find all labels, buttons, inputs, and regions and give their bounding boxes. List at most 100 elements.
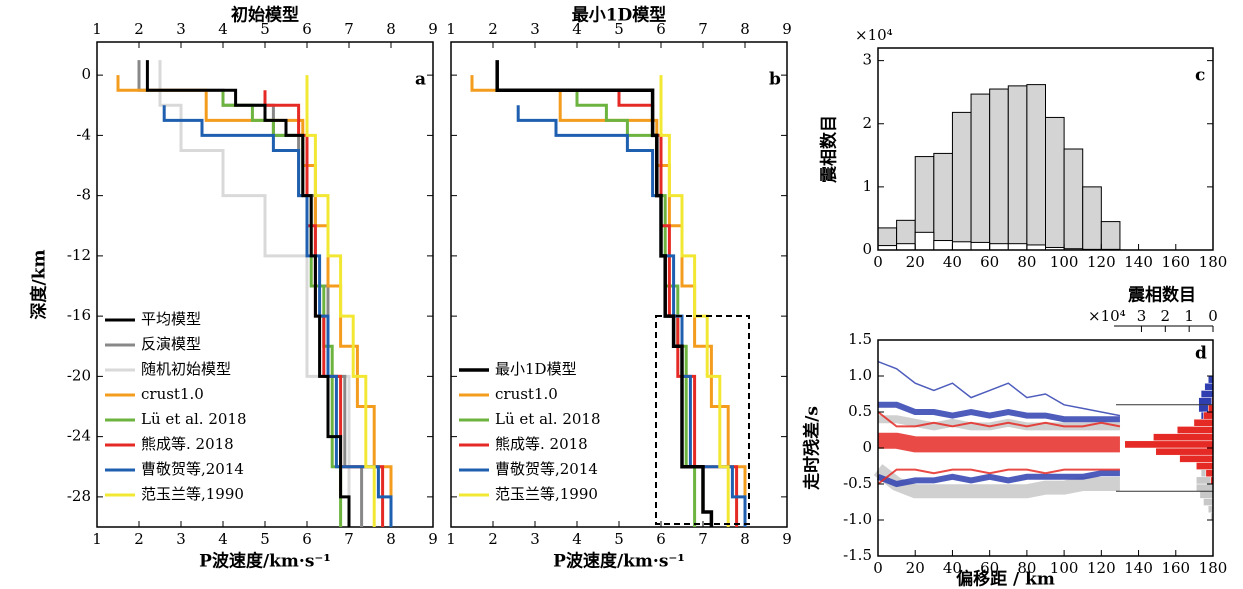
x-tick-label: 5 xyxy=(260,530,270,548)
residual-histogram-bar xyxy=(1205,469,1214,478)
residual-histogram-bar xyxy=(1153,433,1214,442)
y-tick-label: 3 xyxy=(862,51,872,69)
histogram-bar xyxy=(951,111,972,251)
histogram-bar xyxy=(1045,116,1065,251)
x-tick-label: 8 xyxy=(386,530,396,548)
panel-label: c xyxy=(1195,66,1205,86)
histogram-bar xyxy=(1007,243,1028,251)
panel-label: d xyxy=(1195,344,1207,364)
residual-histogram-bar xyxy=(1196,462,1214,470)
x-tick-label: 40 xyxy=(943,253,962,271)
y-tick-label: 0.5 xyxy=(848,402,872,420)
y-tick-label: 0 xyxy=(81,65,91,83)
y-tick-label: -16 xyxy=(67,306,91,324)
x-tick-label: 6 xyxy=(302,530,312,548)
histogram-bar xyxy=(1100,221,1121,251)
legend-label: Lü et al. 2018 xyxy=(495,410,601,428)
x-tick-label-top: 6 xyxy=(656,20,666,38)
histogram-bar xyxy=(933,152,953,251)
y-tick-label: -8 xyxy=(76,186,91,204)
x-tick-label-top: 5 xyxy=(260,20,270,38)
x-tick-label-top: 6 xyxy=(302,20,312,38)
multiplier: ×10⁴ xyxy=(855,26,893,44)
residual-histogram-bar xyxy=(1193,418,1214,427)
histogram-bar xyxy=(914,231,935,251)
x-tick-label: 7 xyxy=(344,530,354,548)
hist-axis-label: 震相数目 xyxy=(1127,285,1196,306)
y-tick-label: -24 xyxy=(67,427,91,445)
residual-histogram-bar xyxy=(1203,411,1214,420)
y-tick-label: -28 xyxy=(67,487,91,505)
x-tick-label: 1 xyxy=(446,530,456,548)
y-tick-label: 0 xyxy=(862,438,872,456)
legend-label: crust1.0 xyxy=(141,385,204,403)
histogram-bar xyxy=(1026,244,1047,251)
x-tick-label-top: 9 xyxy=(782,20,792,38)
x-tick-label: 60 xyxy=(980,559,999,577)
histogram-bar xyxy=(951,241,972,251)
y-tick-label: -1.0 xyxy=(843,510,872,528)
histogram-bar xyxy=(1007,85,1028,251)
legend-label: 范玉兰等,1990 xyxy=(495,485,598,503)
x-tick-label-top: 4 xyxy=(218,20,228,38)
x-tick-label-top: 5 xyxy=(614,20,624,38)
x-tick-label: 2 xyxy=(134,530,144,548)
histogram-bar xyxy=(1026,84,1047,251)
plot-frame xyxy=(450,41,788,528)
x-tick-label: 160 xyxy=(1161,559,1190,577)
residual-histogram-bar xyxy=(1204,382,1214,391)
histogram-bar xyxy=(896,243,916,251)
x-tick-label-top: 3 xyxy=(176,20,186,38)
x-tick-label: 9 xyxy=(782,530,792,548)
residual-histogram-bar xyxy=(1155,447,1214,456)
residual-histogram-bar xyxy=(1124,440,1214,449)
legend-label: 曹敬贺等,2014 xyxy=(495,460,598,478)
plot-frame xyxy=(877,47,1214,251)
legend-label: 最小1D模型 xyxy=(495,360,577,378)
y-tick-label: 0 xyxy=(862,240,872,258)
residual-trace xyxy=(873,464,1120,499)
legend-label: 范玉兰等,1990 xyxy=(141,485,244,503)
residual-trace xyxy=(878,401,1120,423)
chart-title: 最小1D模型 xyxy=(572,5,667,26)
y-tick-label: -1.5 xyxy=(843,546,872,564)
legend-label: 熊成等. 2018 xyxy=(141,435,234,453)
x-tick-label: 5 xyxy=(614,530,624,548)
velocity-profile xyxy=(659,75,730,527)
y-axis-label: 走时残差/s xyxy=(802,406,823,490)
y-tick-label: 2 xyxy=(862,114,872,132)
x-tick-label: 180 xyxy=(1199,559,1228,577)
velocity-profile xyxy=(305,75,376,527)
y-tick-label: -0.5 xyxy=(843,474,872,492)
x-tick-label: 100 xyxy=(1050,253,1079,271)
x-tick-label: 9 xyxy=(428,530,438,548)
hist-tick-label: 3 xyxy=(1137,307,1147,325)
legend-label: 反演模型 xyxy=(141,335,201,353)
x-tick-label: 140 xyxy=(1124,559,1153,577)
residual-trace xyxy=(878,432,1120,453)
x-tick-label: 80 xyxy=(1017,253,1036,271)
x-tick-label: 60 xyxy=(980,253,999,271)
residual-histogram-bar xyxy=(1203,498,1214,506)
x-tick-label-top: 4 xyxy=(572,20,582,38)
x-axis-label: P波速度/km·s⁻¹ xyxy=(553,551,685,572)
x-tick-label: 40 xyxy=(943,559,962,577)
x-tick-label-top: 1 xyxy=(446,20,456,38)
x-tick-label: 140 xyxy=(1124,253,1153,271)
histogram-bar xyxy=(1082,186,1102,251)
residual-histogram-bar xyxy=(1198,397,1214,406)
residual-trace xyxy=(877,360,1121,417)
x-axis-label: P波速度/km·s⁻¹ xyxy=(199,551,331,572)
x-tick-label: 80 xyxy=(1017,559,1036,577)
x-tick-label-top: 7 xyxy=(698,20,708,38)
x-tick-label-top: 8 xyxy=(740,20,750,38)
x-axis-label: 偏移距 / km xyxy=(956,569,1055,589)
histogram-bar xyxy=(970,93,991,251)
x-tick-label: 8 xyxy=(740,530,750,548)
x-tick-label: 0 xyxy=(873,253,883,271)
x-tick-label: 1 xyxy=(92,530,102,548)
velocity-profile xyxy=(145,60,351,527)
x-tick-label: 4 xyxy=(218,530,228,548)
velocity-profile xyxy=(137,60,364,527)
